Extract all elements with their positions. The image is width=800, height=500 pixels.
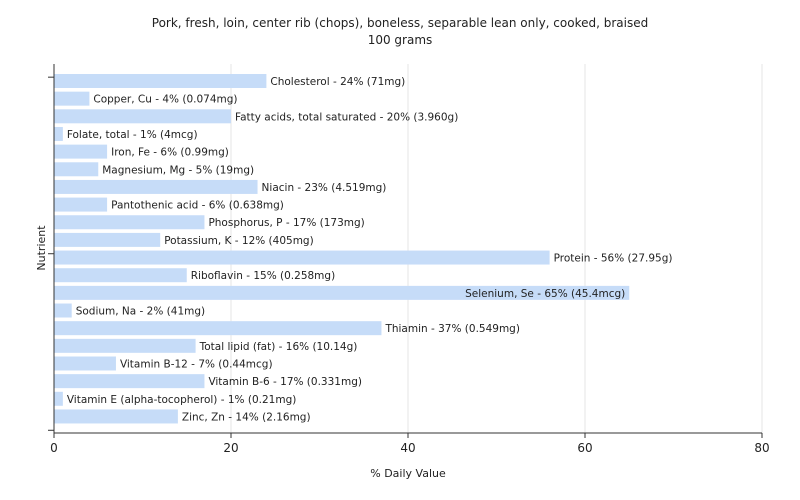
x-tick-label: 20 xyxy=(223,441,238,455)
bar xyxy=(54,303,72,318)
x-tick-label: 40 xyxy=(400,441,415,455)
bar xyxy=(54,74,267,88)
bar xyxy=(54,374,205,389)
bar-data-label: Total lipid (fat) - 16% (10.14g) xyxy=(199,341,358,353)
bar-data-label: Magnesium, Mg - 5% (19mg) xyxy=(102,164,254,176)
bar xyxy=(54,179,258,194)
bar-data-label: Protein - 56% (27.95g) xyxy=(554,253,673,265)
x-tick-label: 80 xyxy=(754,441,769,455)
bar-data-label: Iron, Fe - 6% (0.99mg) xyxy=(111,147,229,159)
bar xyxy=(54,109,231,124)
x-axis-label: % Daily Value xyxy=(370,467,446,480)
bar xyxy=(54,391,63,406)
bar xyxy=(54,144,108,159)
bar xyxy=(54,250,550,265)
bars: Cholesterol - 24% (71mg) Copper, Cu - 4% … xyxy=(54,74,673,424)
y-axis-label: Nutrient xyxy=(35,225,48,271)
bar xyxy=(54,162,99,177)
axes: 0 20 40 60 80 xyxy=(48,64,770,455)
bar xyxy=(54,338,196,353)
bar-data-label: Copper, Cu - 4% (0.074mg) xyxy=(93,94,237,106)
bar-data-label: Vitamin E (alpha-tocopherol) - 1% (0.21m… xyxy=(67,394,297,406)
bar xyxy=(54,409,178,424)
gridlines xyxy=(230,64,763,433)
bar-data-label: Riboflavin - 15% (0.258mg) xyxy=(191,270,335,282)
bar-data-label: Sodium, Na - 2% (41mg) xyxy=(76,306,205,318)
bar-data-label: Niacin - 23% (4.519mg) xyxy=(262,182,387,194)
x-tick-label: 0 xyxy=(50,441,58,455)
bar xyxy=(54,91,90,106)
x-tick-label: 60 xyxy=(577,441,592,455)
bar-data-label: Zinc, Zn - 14% (2.16mg) xyxy=(182,411,311,423)
chart-title: Pork, fresh, loin, center rib (chops), b… xyxy=(152,16,648,30)
bar-data-label: Pantothenic acid - 6% (0.638mg) xyxy=(111,200,284,212)
bar xyxy=(54,215,205,230)
bar xyxy=(54,126,63,141)
bar xyxy=(54,321,382,336)
bar xyxy=(54,285,630,300)
bar-data-label: Potassium, K - 12% (405mg) xyxy=(164,235,314,247)
bar-data-label: Cholesterol - 24% (71mg) xyxy=(270,76,405,88)
bar xyxy=(54,356,116,371)
bar-data-label: Vitamin B-12 - 7% (0.44mcg) xyxy=(120,358,273,370)
bar-data-label: Vitamin B-6 - 17% (0.331mg) xyxy=(208,376,362,388)
bar-data-label: Phosphorus, P - 17% (173mg) xyxy=(208,217,364,229)
bar xyxy=(54,268,187,283)
bar-data-label: Fatty acids, total saturated - 20% (3.96… xyxy=(235,111,458,123)
bar-data-label: Thiamin - 37% (0.549mg) xyxy=(384,323,520,335)
bar-data-label: Folate, total - 1% (4mcg) xyxy=(67,129,198,141)
bar xyxy=(54,232,161,247)
bar-data-label: Selenium, Se - 65% (45.4mcg) xyxy=(465,288,625,300)
bar xyxy=(54,197,108,212)
chart-subtitle: 100 grams xyxy=(368,33,433,47)
